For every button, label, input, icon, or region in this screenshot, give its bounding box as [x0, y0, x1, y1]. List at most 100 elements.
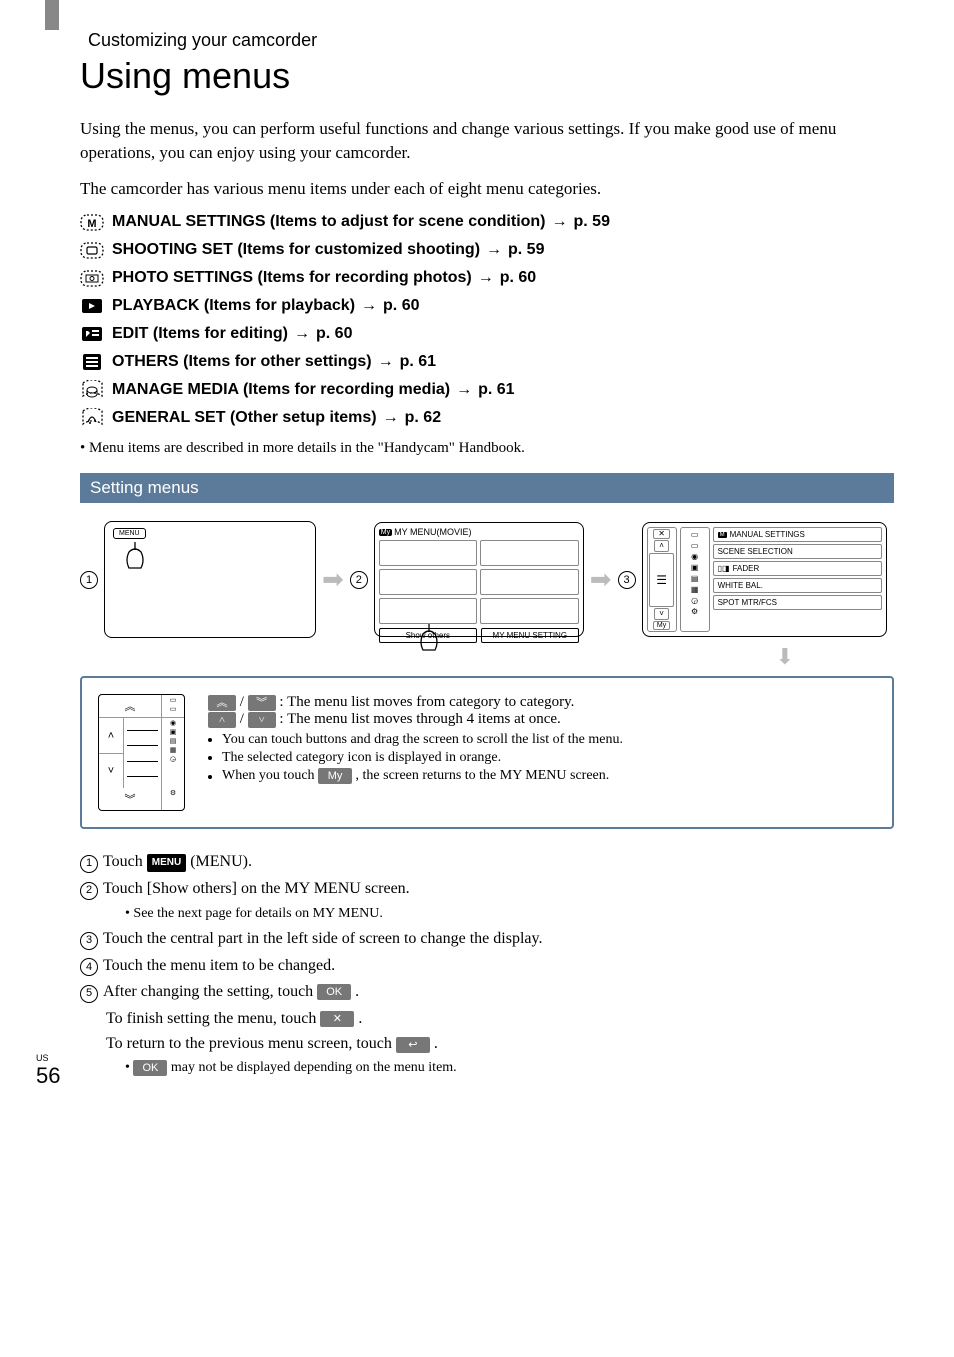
menu-slot	[480, 598, 579, 624]
shooting-icon	[80, 240, 106, 260]
info-bullet: The selected category icon is displayed …	[222, 750, 876, 766]
menu-item: WHITE BAL.	[713, 578, 882, 593]
ok-badge-icon: OK	[133, 1060, 167, 1076]
category-label: MANUAL SETTINGS (Items to adjust for sce…	[112, 213, 546, 231]
category-list: M MANUAL SETTINGS (Items to adjust for s…	[80, 212, 894, 428]
others-icon	[80, 352, 106, 372]
icon-column-mid: ◉▣▤▦◶	[161, 718, 184, 788]
arrow-icon: →	[361, 297, 377, 315]
category-page: p. 60	[500, 269, 536, 287]
single-down-key-icon: ˅	[248, 712, 276, 728]
step-5-sub: OK may not be displayed depending on the…	[125, 1057, 894, 1079]
intro-paragraph-1: Using the menus, you can perform useful …	[80, 117, 894, 165]
screen-3-icon-col: ▭▭◉▣▤▦◶⚙	[680, 527, 710, 632]
info-text: ︽ / ︾ : The menu list moves from categor…	[208, 694, 876, 811]
category-page: p. 61	[400, 353, 436, 371]
arrow-icon: →	[552, 213, 568, 231]
screen-2-header: My MY MENU(MOVIE)	[379, 527, 579, 537]
my-key-icon: My	[318, 768, 352, 784]
arrow-icon: →	[456, 381, 472, 399]
category-manage-media: MANAGE MEDIA (Items for recording media)…	[80, 380, 894, 400]
screen-3-items: MMANUAL SETTINGS SCENE SELECTION ▯◨ FADE…	[713, 527, 882, 632]
flow-down-arrow-icon: ⬇	[80, 644, 894, 670]
double-up-icon: ︽	[99, 695, 162, 717]
step-marker-2: 2	[350, 571, 368, 589]
edit-icon	[80, 324, 106, 344]
menu-slot	[379, 569, 478, 595]
single-up-icon: ˄	[99, 718, 123, 754]
section-tab	[45, 0, 59, 30]
info-bullet: When you touch My , the screen returns t…	[222, 768, 876, 784]
my-badge-icon: My	[379, 529, 392, 536]
nav-diagram: ︽ ▭▭ ˄ ˅ ◉▣▤▦◶	[98, 694, 188, 811]
photo-icon	[80, 268, 106, 288]
steps-list: 1 Touch MENU (MENU). 2 Touch [Show other…	[80, 849, 894, 1079]
menu-badge-icon: MENU	[147, 854, 186, 872]
double-down-icon: ︾	[99, 788, 162, 810]
category-label: SHOOTING SET (Items for customized shoot…	[112, 241, 480, 259]
category-page: p. 61	[478, 381, 514, 399]
my-menu-setting-button-mock: MY MENU SETTING	[481, 628, 579, 643]
step-2: 2 Touch [Show others] on the MY MENU scr…	[80, 876, 894, 902]
menu-item: MMANUAL SETTINGS	[713, 527, 882, 542]
section-heading: Setting menus	[80, 473, 894, 503]
icon-column-bottom: ⚙	[162, 788, 184, 810]
info-line-1: : The menu list moves from category to c…	[279, 694, 574, 710]
flow-arrow-icon: ➡	[322, 565, 344, 595]
list-lines	[124, 718, 161, 788]
general-icon	[80, 408, 106, 428]
screen-1: MENU	[104, 521, 316, 638]
ok-badge-icon: OK	[317, 984, 351, 1000]
screen-3-nav-col: ✕ ˄ ☰ ˅ My	[647, 527, 677, 632]
category-shooting-set: SHOOTING SET (Items for customized shoot…	[80, 240, 894, 260]
svg-text:M: M	[87, 218, 96, 230]
menu-item: ▯◨ FADER	[713, 561, 882, 576]
single-up-key-icon: ˄	[208, 712, 236, 728]
category-label: MANAGE MEDIA (Items for recording media)	[112, 381, 450, 399]
media-icon	[80, 380, 106, 400]
category-general-set: GENERAL SET (Other setup items) → p. 62	[80, 408, 894, 428]
touch-hand-icon	[121, 540, 149, 574]
menu-button-mock: MENU	[113, 528, 146, 539]
arrow-icon: →	[478, 269, 494, 287]
menu-slot	[379, 598, 478, 624]
category-label: EDIT (Items for editing)	[112, 325, 288, 343]
arrow-icon: →	[294, 325, 310, 343]
step-2-sub: See the next page for details on MY MENU…	[125, 903, 894, 925]
info-line-2: : The menu list moves through 4 items at…	[279, 711, 560, 727]
intro-paragraph-2: The camcorder has various menu items und…	[80, 177, 894, 201]
playback-icon	[80, 296, 106, 316]
category-page: p. 60	[316, 325, 352, 343]
category-label: GENERAL SET (Other setup items)	[112, 409, 377, 427]
category-label: OTHERS (Items for other settings)	[112, 353, 372, 371]
category-page: p. 60	[383, 297, 419, 315]
step-marker-1: 1	[80, 571, 98, 589]
menu-slot	[480, 569, 579, 595]
back-badge-icon: ↩	[396, 1037, 430, 1053]
category-page: p. 59	[574, 213, 610, 231]
arrow-icon: →	[383, 409, 399, 427]
slash: /	[240, 694, 248, 710]
category-manual-settings: M MANUAL SETTINGS (Items to adjust for s…	[80, 212, 894, 232]
category-edit: EDIT (Items for editing) → p. 60	[80, 324, 894, 344]
info-bullet: You can touch buttons and drag the scree…	[222, 732, 876, 748]
page-title: Using menus	[80, 55, 894, 97]
arrow-icon: →	[378, 353, 394, 371]
arrow-icon: →	[486, 241, 502, 259]
step-1: 1 Touch MENU (MENU).	[80, 849, 894, 875]
menu-slot	[379, 540, 478, 566]
step-4: 4 Touch the menu item to be changed.	[80, 953, 894, 979]
double-up-key-icon: ︽	[208, 695, 236, 711]
slash: /	[240, 711, 248, 727]
category-label: PLAYBACK (Items for playback)	[112, 297, 355, 315]
screen-2: My MY MENU(MOVIE) Show others MY MENU SE…	[374, 522, 584, 637]
kicker: Customizing your camcorder	[88, 30, 894, 51]
handbook-note: Menu items are described in more details…	[80, 440, 894, 457]
screen-2-title: MY MENU(MOVIE)	[394, 527, 471, 537]
close-badge-icon: ✕	[320, 1011, 354, 1027]
category-others: OTHERS (Items for other settings) → p. 6…	[80, 352, 894, 372]
manual-icon: M	[80, 212, 106, 232]
category-label: PHOTO SETTINGS (Items for recording phot…	[112, 269, 472, 287]
menu-item: SPOT MTR/FCS	[713, 595, 882, 610]
page-number: US 56	[36, 1053, 60, 1089]
